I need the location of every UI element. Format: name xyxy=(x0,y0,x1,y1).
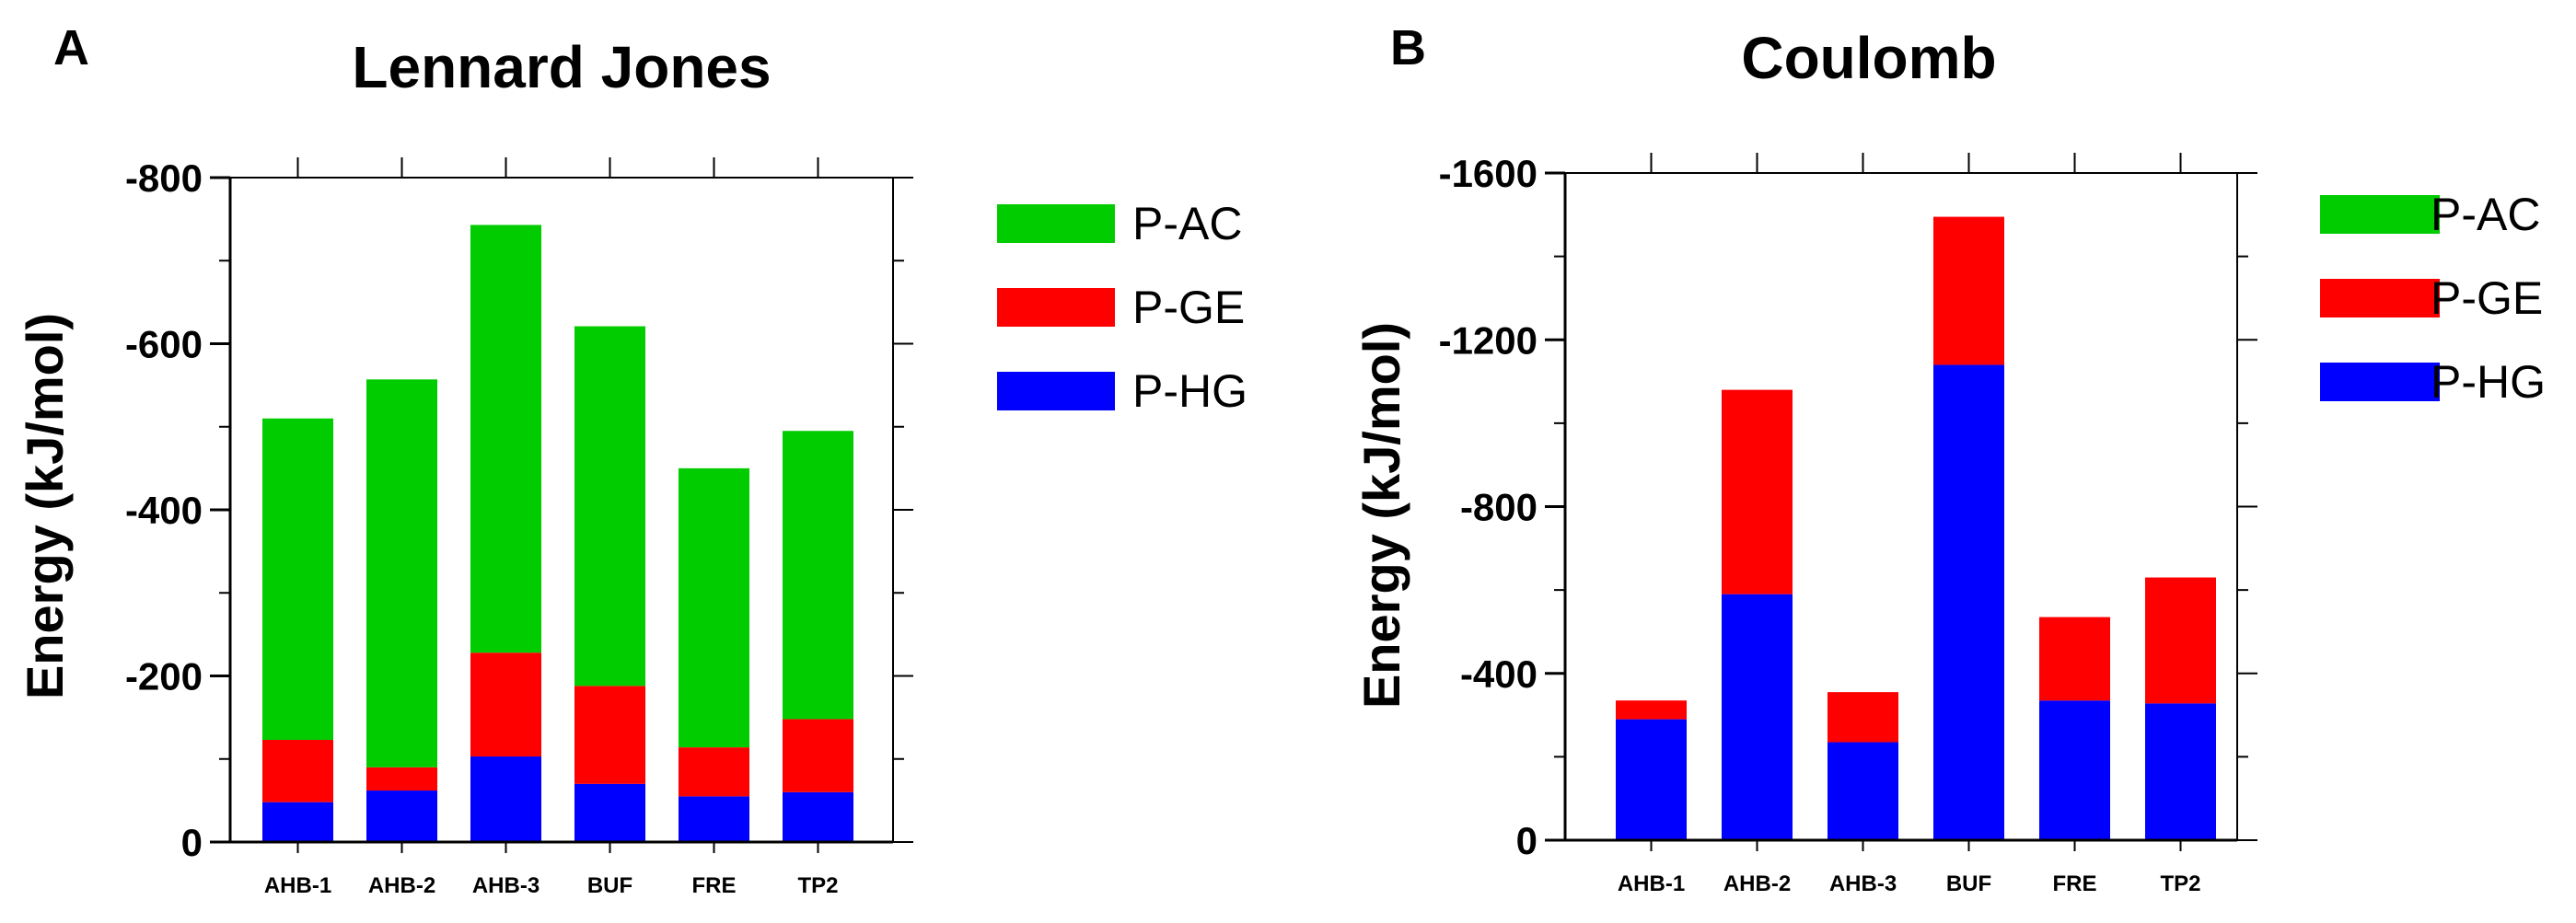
legend-swatch-p-ge xyxy=(2320,279,2440,317)
legend-label-p-hg: P-HG xyxy=(1132,365,1247,417)
legend-label-p-hg: P-HG xyxy=(2431,356,2546,408)
x-tick-label-tp2: TP2 xyxy=(797,873,838,898)
bar-p-hg-tp2 xyxy=(783,791,853,842)
y-tick-label-b: 0 xyxy=(1516,819,1537,862)
x-tick-label-ahb-3: AHB-3 xyxy=(1829,871,1897,896)
x-tick-label-ahb-2: AHB-2 xyxy=(1723,871,1791,896)
y-axis-label-b: Energy (kJ/mol) xyxy=(1352,322,1410,709)
panel-lennard-jones: A Lennard Jones Energy (kJ/mol) 0 -200 -40… xyxy=(16,20,1247,898)
panel-label-b: B xyxy=(1390,20,1426,75)
x-tick-label-ahb-1: AHB-1 xyxy=(1618,871,1685,896)
bar-p-ac-fre xyxy=(679,467,749,748)
legend-swatch-p-ac xyxy=(997,204,1115,243)
bar-p-hg-tp2 xyxy=(2145,703,2216,840)
bar-p-ge-fre xyxy=(2039,617,2110,701)
y-tick-label-a: -200 xyxy=(125,655,203,698)
chart-title-a: Lennard Jones xyxy=(352,34,771,100)
legend-label-p-ge: P-GE xyxy=(1132,282,1245,333)
bar-p-ac-ahb-3 xyxy=(470,225,541,653)
bar-p-ge-buf xyxy=(574,686,645,784)
legend-a: P-AC P-GE P-HG xyxy=(997,198,1247,417)
y-tick-label-a: 0 xyxy=(181,821,203,864)
bar-p-ge-ahb-1 xyxy=(262,739,333,802)
bar-p-ge-tp2 xyxy=(783,719,853,792)
bar-p-ac-buf xyxy=(574,326,645,686)
bar-p-ge-buf xyxy=(1933,216,2004,365)
bar-p-ge-ahb-3 xyxy=(1828,692,1898,743)
x-tick-label-fre: FRE xyxy=(692,873,737,898)
y-tick-label-b: -800 xyxy=(1460,486,1537,529)
bar-p-ac-ahb-1 xyxy=(262,418,333,740)
legend-swatch-p-hg xyxy=(2320,363,2440,401)
bar-p-hg-buf xyxy=(1933,364,2004,840)
bar-p-hg-fre xyxy=(2039,700,2110,840)
bar-p-hg-ahb-2 xyxy=(366,790,437,842)
y-tick-label-b: -400 xyxy=(1460,652,1537,696)
legend-label-p-ge: P-GE xyxy=(2431,272,2543,324)
legend-label-p-ac: P-AC xyxy=(1132,198,1242,249)
panel-label-a: A xyxy=(53,20,89,75)
bar-p-hg-buf xyxy=(574,783,645,842)
x-tick-label-ahb-3: AHB-3 xyxy=(472,873,540,898)
bar-p-hg-fre xyxy=(679,796,749,842)
legend-swatch-p-ac xyxy=(2320,195,2440,234)
panel-coulomb: B Coulomb Energy (kJ/mol) 0 -400 -800 -1200… xyxy=(1352,20,2546,896)
legend-b: P-AC P-GE P-HG xyxy=(2320,189,2546,408)
legend-swatch-p-ge xyxy=(997,288,1115,327)
x-tick-label-ahb-1: AHB-1 xyxy=(264,873,331,898)
bar-p-ge-ahb-2 xyxy=(366,767,437,791)
bar-p-ge-fre xyxy=(679,747,749,797)
x-tick-label-ahb-2: AHB-2 xyxy=(368,873,435,898)
bar-p-hg-ahb-1 xyxy=(262,802,333,842)
legend-swatch-p-hg xyxy=(997,372,1115,410)
bar-p-ge-tp2 xyxy=(2145,577,2216,704)
bar-p-hg-ahb-3 xyxy=(470,756,541,842)
x-tick-label-buf: BUF xyxy=(1946,871,1991,896)
x-tick-label-fre: FRE xyxy=(2053,871,2097,896)
bar-p-hg-ahb-3 xyxy=(1828,742,1898,840)
bar-p-ac-ahb-2 xyxy=(366,379,437,767)
bar-p-ge-ahb-1 xyxy=(1616,700,1687,720)
y-tick-label-a: -600 xyxy=(125,323,203,366)
legend-label-p-ac: P-AC xyxy=(2431,189,2540,240)
bar-p-ge-ahb-3 xyxy=(470,652,541,757)
y-tick-label-a: -400 xyxy=(125,489,203,532)
y-tick-label-b: -1600 xyxy=(1439,152,1537,195)
x-tick-label-buf: BUF xyxy=(587,873,632,898)
chart-title-b: Coulomb xyxy=(1741,25,1996,91)
y-tick-label-b: -1200 xyxy=(1439,318,1537,362)
y-axis-label-a: Energy (kJ/mol) xyxy=(16,313,74,699)
bar-p-hg-ahb-2 xyxy=(1722,594,1793,840)
y-tick-label-a: -800 xyxy=(125,156,203,200)
bar-p-ge-ahb-2 xyxy=(1722,389,1793,594)
bar-p-ac-tp2 xyxy=(783,431,853,720)
bar-p-hg-ahb-1 xyxy=(1616,719,1687,840)
x-tick-label-tp2: TP2 xyxy=(2160,871,2200,896)
